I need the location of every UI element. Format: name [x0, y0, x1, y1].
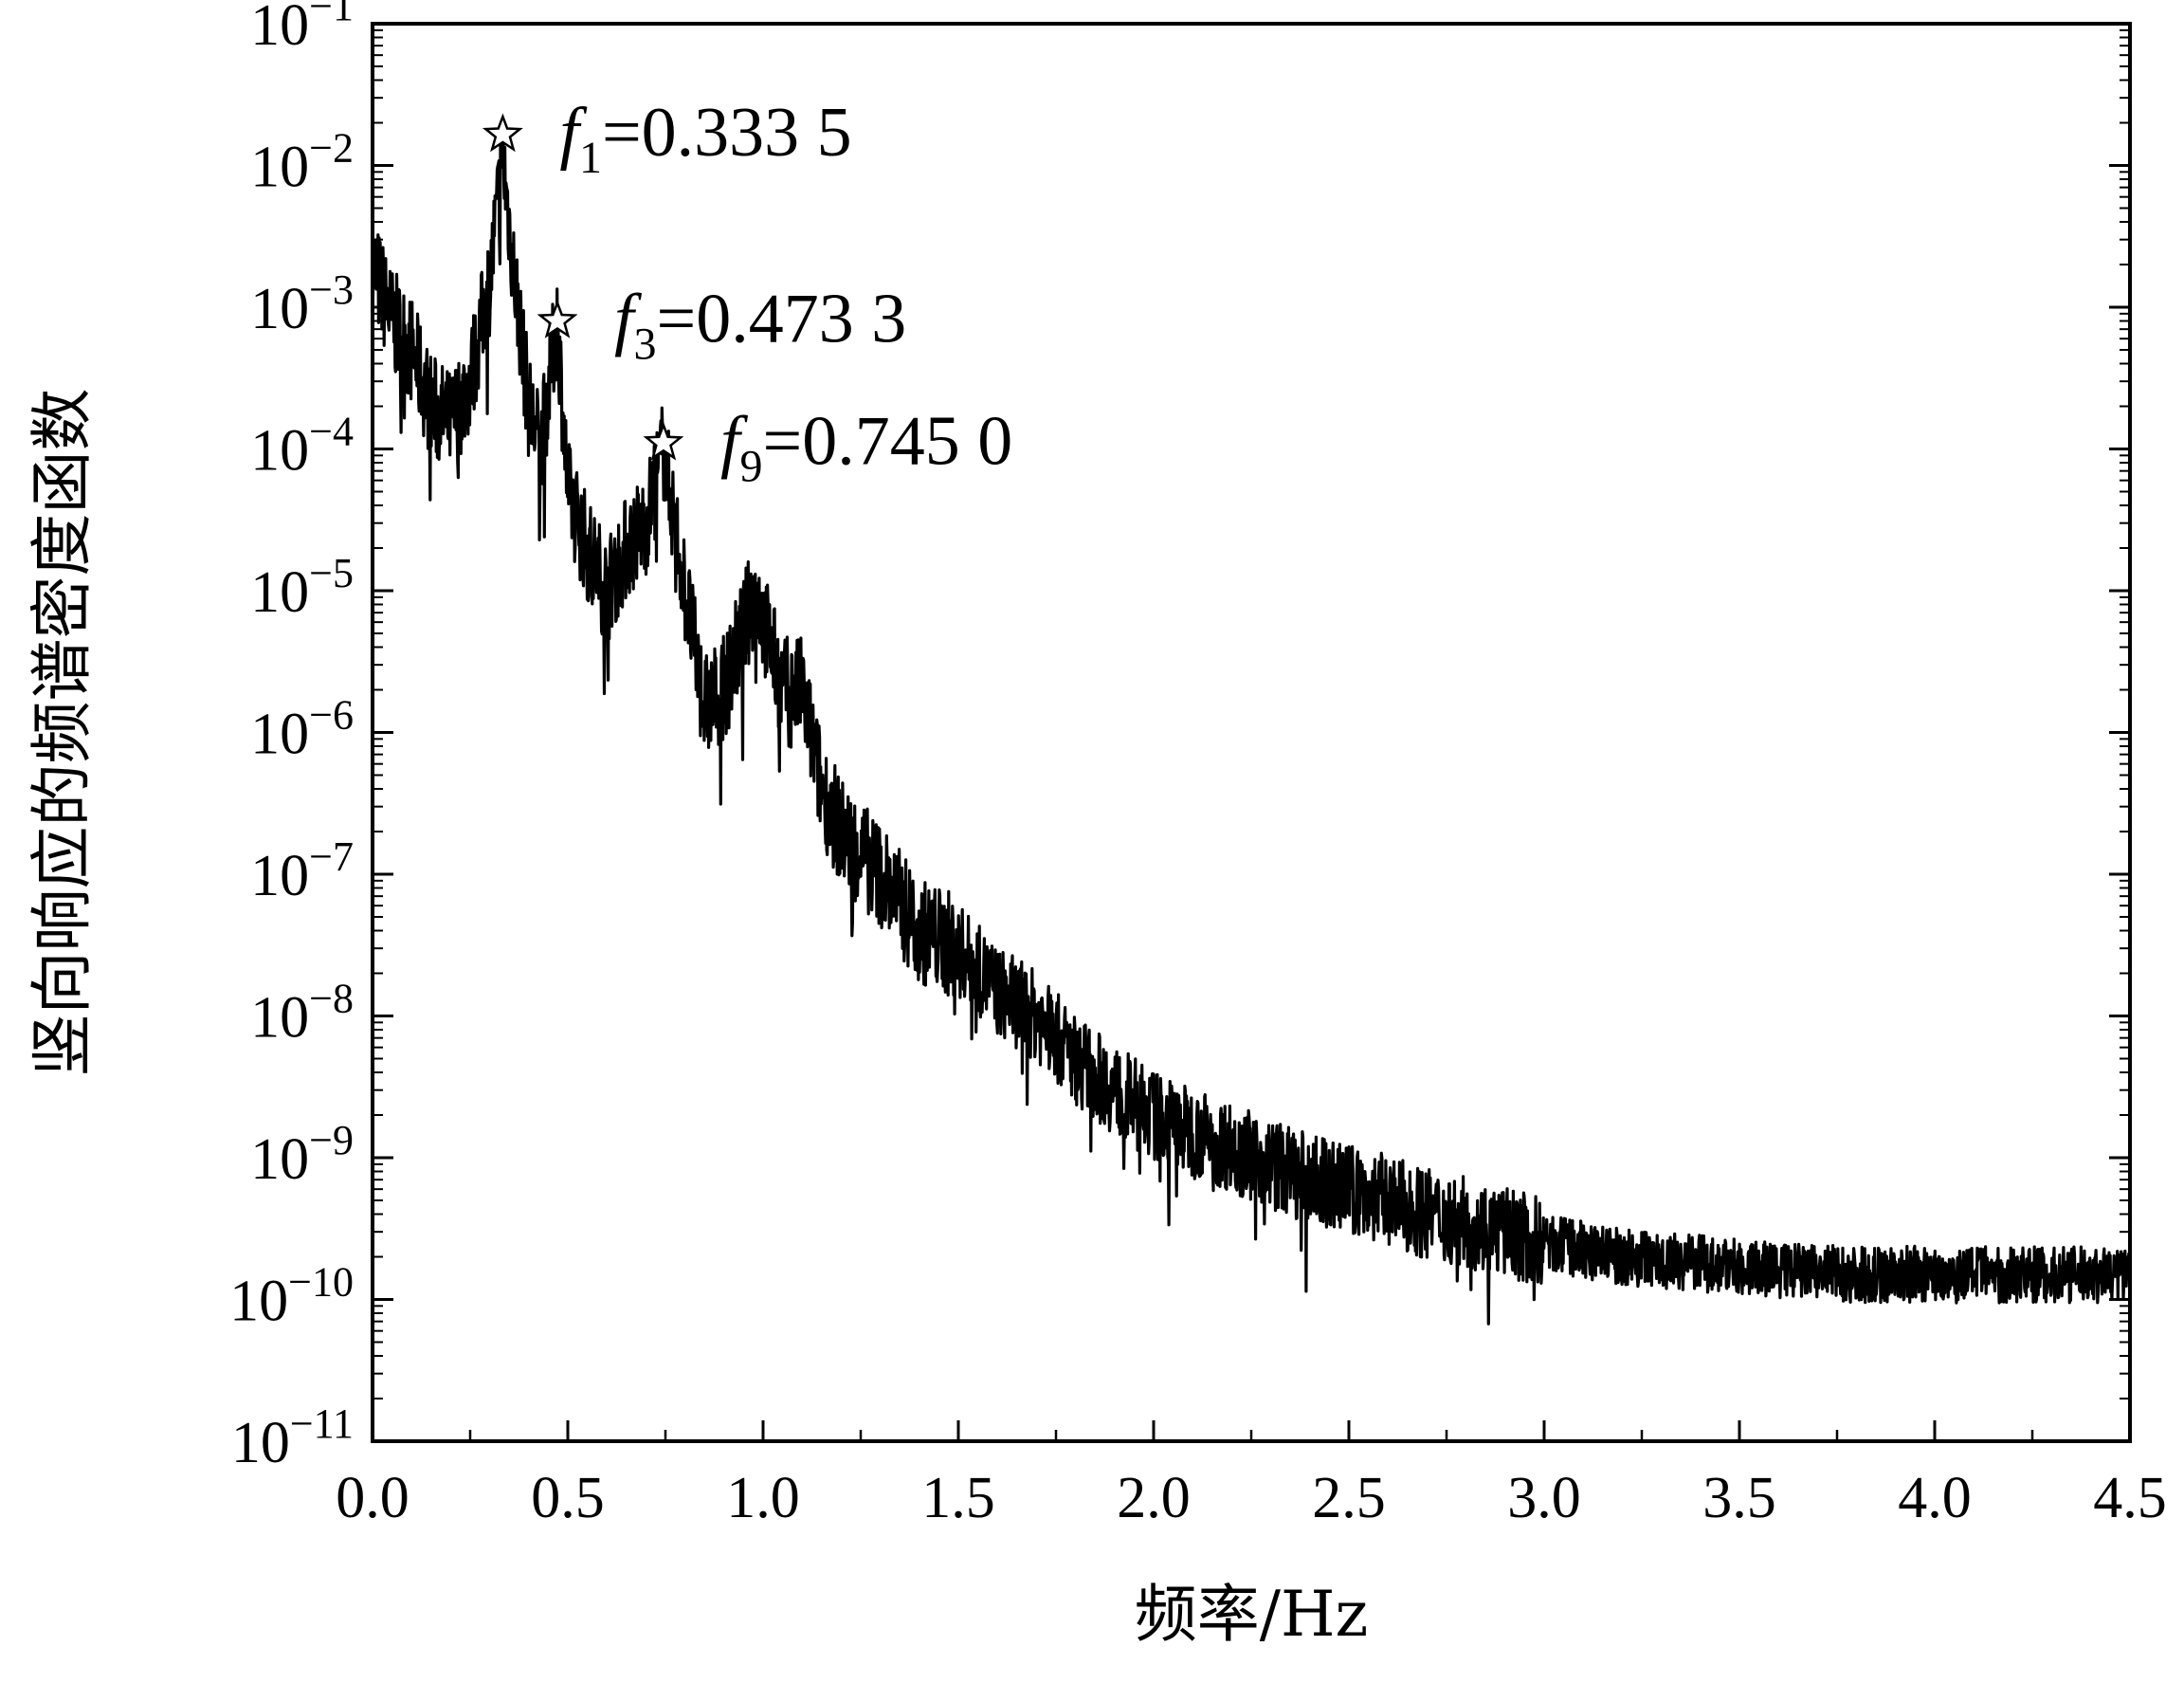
y-axis-title: 竖向响应的频谱密度函数: [26, 389, 99, 1077]
y-tick-label: 10−6: [250, 692, 354, 767]
peak-label: f1=0.333 5: [559, 94, 851, 183]
y-tick-label: 10−8: [250, 976, 354, 1051]
x-tick-label: 2.5: [1312, 1466, 1386, 1530]
peak-marker: [643, 421, 684, 461]
annotations: f1=0.333 5 f3=0.473 3 f9=0.745 0: [482, 94, 1012, 491]
y-tick-label: 10−5: [250, 550, 354, 625]
x-tick-label: 1.5: [921, 1466, 995, 1530]
y-tick-label: 10−10: [229, 1259, 354, 1334]
plot-area: [371, 130, 2132, 1326]
x-tick-label: 3.5: [1702, 1466, 1776, 1530]
y-tick-label: 10−4: [250, 409, 354, 484]
x-tick-label: 4.5: [2093, 1466, 2167, 1530]
plot-frame: [371, 22, 2132, 1443]
peak-label: f9=0.745 0: [720, 402, 1012, 491]
peak-marker: [537, 299, 578, 338]
y-tick-label: 10−1: [250, 0, 354, 58]
x-tick-label: 1.0: [726, 1466, 800, 1530]
y-tick-label: 10−7: [250, 833, 354, 908]
x-tick-label: 2.0: [1117, 1466, 1191, 1530]
peak-marker: [482, 113, 523, 153]
peak-label: f3=0.473 3: [614, 280, 906, 369]
x-tick-label: 4.0: [1898, 1466, 1972, 1530]
series-line: [371, 130, 2132, 1326]
x-tick-label: 0.5: [531, 1466, 605, 1530]
y-tick-label: 10−9: [250, 1117, 354, 1192]
axes: 0.0 0.5 1.0 1.5 2.0 2.5 3.0 3.5 4.0 4.5 10−1 10−2 10…: [229, 0, 2167, 1530]
y-tick-label: 10−11: [231, 1400, 354, 1475]
x-tick-label: 3.0: [1507, 1466, 1581, 1530]
x-tick-label: 0.0: [336, 1466, 410, 1530]
y-tick-label: 10−3: [250, 266, 354, 341]
x-axis-title: 频率/Hz: [1135, 1578, 1369, 1651]
y-tick-label: 10−2: [250, 125, 354, 200]
